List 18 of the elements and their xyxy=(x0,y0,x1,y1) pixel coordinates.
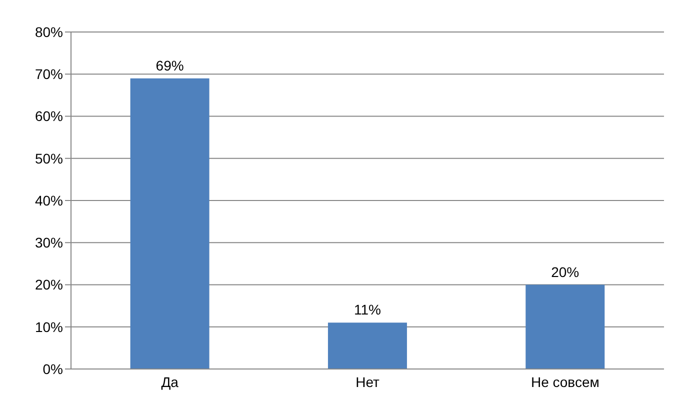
bar xyxy=(526,284,605,369)
y-tick-label: 40% xyxy=(34,192,63,208)
y-tick-label: 20% xyxy=(34,276,63,293)
y-tick-label: 70% xyxy=(34,66,63,82)
x-tick-label: Нет xyxy=(356,374,380,390)
x-tick-label: Да xyxy=(161,374,179,390)
data-label: 69% xyxy=(156,57,184,74)
y-tick-label: 60% xyxy=(34,108,63,124)
y-tick-label: 50% xyxy=(34,150,63,166)
data-label: 11% xyxy=(354,302,381,318)
x-tick-label: Не совсем xyxy=(530,374,600,390)
y-tick-label: 0% xyxy=(42,360,63,377)
bar xyxy=(328,322,407,369)
y-tick-label: 80% xyxy=(34,24,63,40)
y-tick-label: 10% xyxy=(34,318,63,335)
bar xyxy=(130,78,210,369)
data-label: 20% xyxy=(551,264,580,280)
y-tick-label: 30% xyxy=(34,234,63,251)
